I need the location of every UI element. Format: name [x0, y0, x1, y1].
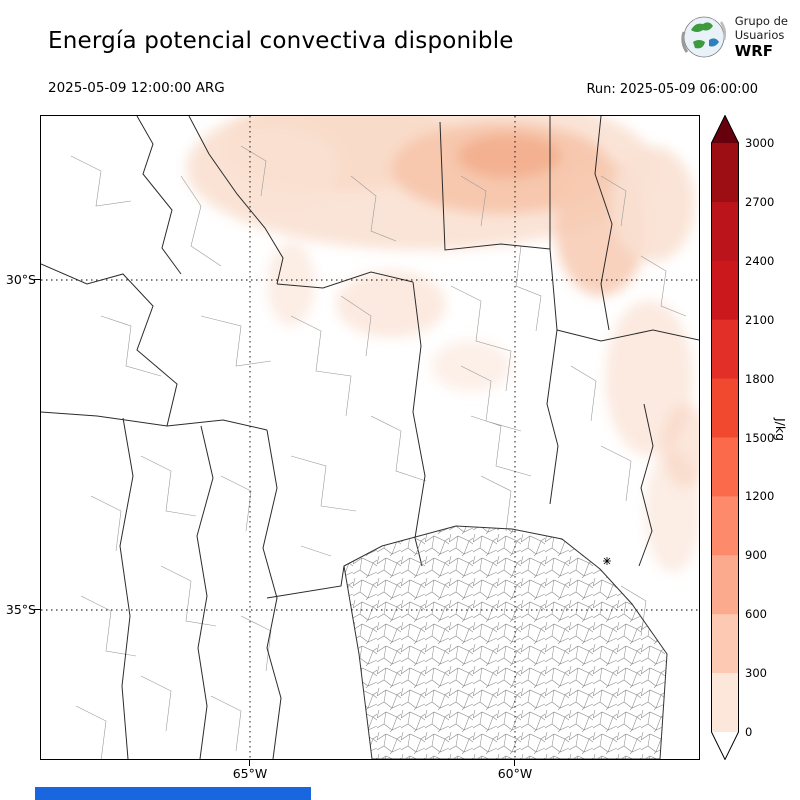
department-borders: [70, 145, 687, 759]
map-svg: [41, 116, 699, 759]
colorbar-tick-label: 900: [745, 548, 767, 563]
colorbar-tick-label: 1800: [745, 371, 775, 386]
colorbar-tick-label: 2100: [745, 312, 775, 327]
valid-time: 2025-05-09 12:00:00 ARG: [48, 80, 225, 96]
colorbar-tick-label: 1200: [745, 489, 775, 504]
axis-tick: [514, 760, 516, 766]
buenos-aires-region: [343, 525, 668, 759]
lon-tick-65w: 65°W: [232, 766, 268, 781]
colorbar-tick-label: 2400: [745, 253, 775, 268]
cape-shading: [186, 116, 699, 573]
footer-bar: [35, 787, 311, 800]
logo-line1: Grupo de: [734, 13, 788, 28]
colorbar-ticks: 3000 2700 2400 2100 1800 1500 1200 900 600 300 0: [745, 115, 787, 760]
logo-line3: WRF: [734, 41, 774, 60]
colorbar-tick-label: 2700: [745, 194, 775, 209]
logo: Grupo de Usuarios WRF: [679, 12, 788, 62]
province-borders: [41, 116, 699, 759]
axis-tick: [249, 760, 251, 766]
logo-text: Grupo de Usuarios WRF: [735, 14, 788, 60]
graticule: [41, 116, 699, 759]
run-time: Run: 2025-05-09 06:00:00: [586, 82, 758, 97]
map-frame: [40, 115, 700, 760]
colorbar-tick-label: 300: [745, 666, 767, 681]
colorbar-tick-label: 600: [745, 607, 767, 622]
colorbar-tick-label: 3000: [745, 136, 775, 150]
axis-tick: [34, 609, 40, 611]
city-marker: [603, 557, 611, 565]
globe-icon: [681, 16, 726, 58]
page-title: Energía potencial convectiva disponible: [48, 28, 514, 54]
colorbar: [711, 115, 739, 760]
lat-tick-30s: 30°S: [5, 272, 36, 287]
colorbar-tick-label: 0: [745, 725, 753, 739]
axis-tick: [34, 279, 40, 281]
lon-tick-60w: 60°W: [497, 766, 533, 781]
colorbar-unit-label: J/kg: [773, 418, 788, 442]
colorbar-tick-label: 1500: [745, 430, 775, 445]
lat-tick-35s: 35°S: [5, 602, 36, 617]
logo-line2: Usuarios: [734, 27, 785, 42]
